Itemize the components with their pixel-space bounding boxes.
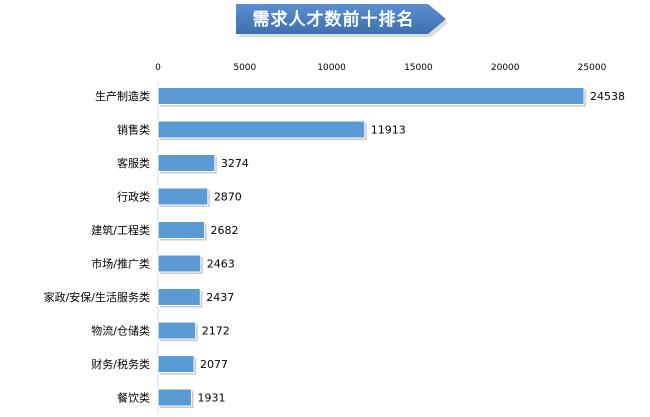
x-tick-label: 5000 xyxy=(233,63,256,73)
category-label: 行政类 xyxy=(117,190,150,204)
data-label: 2077 xyxy=(200,358,228,371)
x-tick-label: 25000 xyxy=(578,63,607,73)
category-label: 财务/税务类 xyxy=(91,357,150,371)
x-tick-label: 15000 xyxy=(404,63,433,73)
x-tick-label: 0 xyxy=(155,63,161,73)
category-label: 餐饮类 xyxy=(117,391,150,405)
bar xyxy=(157,87,585,105)
bar xyxy=(157,288,201,306)
category-label: 市场/推广类 xyxy=(91,257,150,271)
bar xyxy=(157,254,202,273)
bar xyxy=(157,321,197,340)
data-label: 2682 xyxy=(211,224,239,237)
bar xyxy=(157,187,209,206)
category-label: 家政/安保/生活服务类 xyxy=(44,290,150,304)
chart-title: 需求人才数前十排名 xyxy=(252,10,415,30)
category-label: 客服类 xyxy=(117,156,150,170)
data-label: 2870 xyxy=(214,191,242,204)
category-label: 销售类 xyxy=(117,123,150,137)
title-banner xyxy=(236,4,448,37)
data-label: 24538 xyxy=(590,90,625,103)
data-label: 2463 xyxy=(207,258,235,271)
category-label: 生产制造类 xyxy=(95,89,150,103)
data-label: 2437 xyxy=(206,291,234,304)
bar xyxy=(157,154,216,172)
data-label: 11913 xyxy=(371,124,406,137)
bar xyxy=(157,221,206,239)
x-tick-label: 10000 xyxy=(317,63,346,73)
bar xyxy=(157,120,366,139)
data-label: 2172 xyxy=(202,325,230,338)
x-tick-label: 20000 xyxy=(491,63,520,73)
data-label: 1931 xyxy=(198,392,226,405)
bar xyxy=(157,388,193,407)
category-label: 物流/仓储类 xyxy=(91,324,150,338)
data-label: 3274 xyxy=(221,157,249,170)
bar xyxy=(157,355,195,373)
category-label: 建筑/工程类 xyxy=(91,223,150,237)
